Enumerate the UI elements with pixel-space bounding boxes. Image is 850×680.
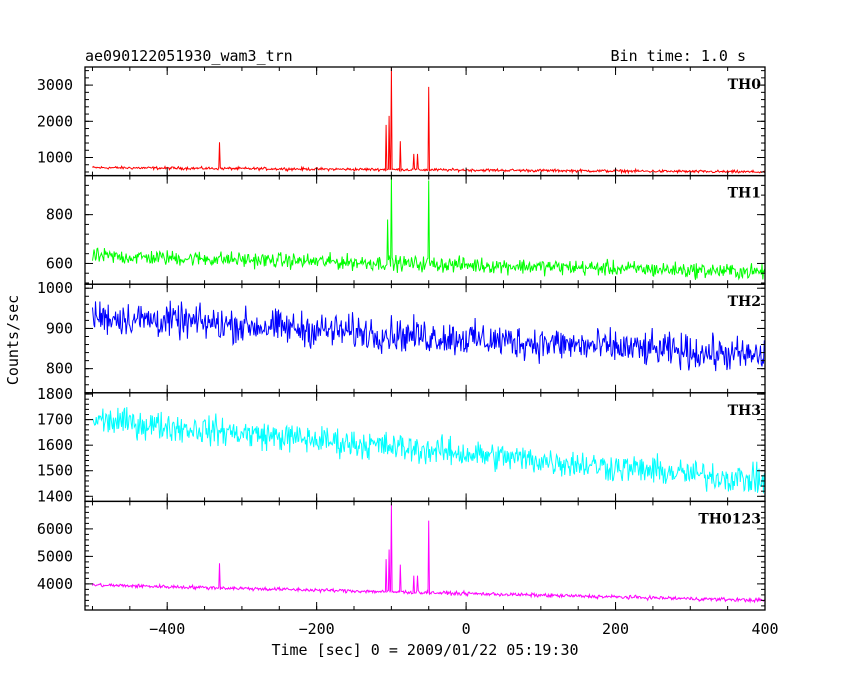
x-tick-label: −200	[299, 620, 335, 638]
x-tick-label: −400	[149, 620, 185, 638]
y-tick-label: 1800	[37, 385, 73, 403]
x-axis-label: Time [sec] 0 = 2009/01/22 05:19:30	[271, 641, 578, 659]
panel-frame	[84, 500, 766, 611]
y-tick-label: 1400	[37, 487, 73, 505]
x-axis: −400 −200 0 200 400	[149, 620, 778, 638]
y-tick-label: 3000	[37, 76, 73, 94]
y-tick-label: 1000	[37, 149, 73, 167]
series-line-th0	[92, 67, 765, 175]
panel-th1: 600 800 TH1	[46, 174, 766, 285]
series-line-th0123	[92, 504, 765, 604]
x-tick-label: 0	[462, 620, 471, 638]
chart-title: ae090122051930_wam3_trn	[85, 47, 293, 65]
y-tick-label: 600	[46, 254, 73, 272]
panel-label: TH2	[728, 294, 761, 310]
panel-th3: 1400 1500 1600 1700 1800 TH3	[37, 385, 766, 505]
y-tick-label: 800	[46, 360, 73, 378]
x-tick-label: 200	[602, 620, 629, 638]
panel-label: TH0	[728, 77, 762, 93]
y-tick-label: 1700	[37, 411, 73, 429]
y-tick-label: 1600	[37, 436, 73, 454]
y-tick-label: 2000	[37, 112, 73, 130]
panel-label: TH3	[728, 403, 761, 419]
panel-frame	[84, 66, 766, 177]
x-tick-label: 400	[751, 620, 778, 638]
panel-th2: 800 900 1000 TH2	[37, 279, 766, 394]
panel-label: TH1	[728, 186, 761, 202]
series-line-th3	[92, 407, 765, 494]
panel-label: TH0123	[698, 511, 761, 527]
bin-time-label: Bin time: 1.0 s	[611, 47, 746, 65]
y-tick-label: 5000	[37, 547, 73, 565]
series-line-th1	[92, 175, 765, 281]
y-tick-label: 900	[46, 319, 73, 337]
y-tick-label: 4000	[37, 575, 73, 593]
series-line-th2	[92, 300, 765, 372]
y-tick-label: 1000	[37, 279, 73, 297]
y-tick-label: 800	[46, 206, 73, 224]
y-axis-label: Counts/sec	[4, 295, 22, 385]
panel-frame	[84, 392, 766, 503]
y-tick-label: 1500	[37, 462, 73, 480]
panel-th0: 1000 2000 3000 TH0	[37, 66, 766, 177]
y-tick-label: 6000	[37, 520, 73, 538]
panel-th0123: 4000 5000 6000 TH0123	[37, 500, 766, 611]
panels-group: 1000 2000 3000 TH0 600 800 TH1 800 900 1000 TH2 140…	[37, 66, 766, 611]
